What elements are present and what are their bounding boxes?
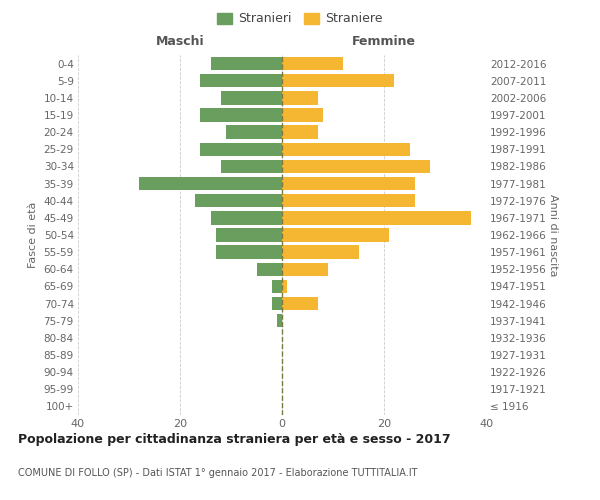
Bar: [272, 297, 282, 310]
Bar: [282, 91, 318, 104]
Bar: [282, 228, 389, 241]
Text: Maschi: Maschi: [155, 35, 205, 48]
Bar: [200, 74, 282, 88]
Bar: [226, 126, 282, 139]
Text: COMUNE DI FOLLO (SP) - Dati ISTAT 1° gennaio 2017 - Elaborazione TUTTITALIA.IT: COMUNE DI FOLLO (SP) - Dati ISTAT 1° gen…: [18, 468, 418, 477]
Bar: [282, 297, 318, 310]
Bar: [282, 57, 343, 70]
Bar: [257, 262, 282, 276]
Bar: [282, 262, 328, 276]
Bar: [282, 142, 410, 156]
Bar: [282, 177, 415, 190]
Bar: [282, 74, 394, 88]
Bar: [272, 280, 282, 293]
Bar: [282, 160, 430, 173]
Bar: [200, 142, 282, 156]
Text: Popolazione per cittadinanza straniera per età e sesso - 2017: Popolazione per cittadinanza straniera p…: [18, 432, 451, 446]
Bar: [139, 177, 282, 190]
Text: Femmine: Femmine: [352, 35, 416, 48]
Bar: [282, 194, 415, 207]
Bar: [216, 246, 282, 259]
Bar: [196, 194, 282, 207]
Bar: [221, 160, 282, 173]
Legend: Stranieri, Straniere: Stranieri, Straniere: [213, 8, 387, 29]
Bar: [282, 211, 471, 224]
Y-axis label: Fasce di età: Fasce di età: [28, 202, 38, 268]
Bar: [211, 57, 282, 70]
Bar: [216, 228, 282, 241]
Y-axis label: Anni di nascita: Anni di nascita: [548, 194, 558, 276]
Bar: [282, 126, 318, 139]
Bar: [211, 211, 282, 224]
Bar: [277, 314, 282, 328]
Bar: [282, 108, 323, 122]
Bar: [221, 91, 282, 104]
Bar: [282, 246, 359, 259]
Bar: [200, 108, 282, 122]
Bar: [282, 280, 287, 293]
